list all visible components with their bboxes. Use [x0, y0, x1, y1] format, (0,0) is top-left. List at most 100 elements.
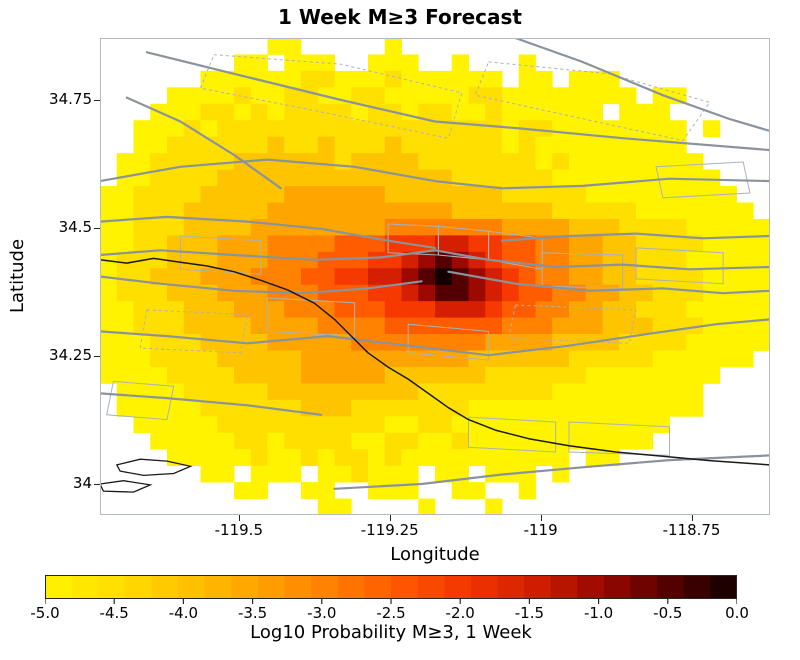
heat-cell	[200, 202, 218, 220]
y-tick-label: 34.5	[58, 217, 92, 236]
heat-cell	[535, 186, 553, 203]
heat-cell	[234, 350, 252, 368]
heat-cell	[267, 317, 285, 335]
heat-cell	[167, 169, 185, 187]
heat-cell	[518, 399, 536, 417]
heat-cell	[518, 334, 536, 351]
heat-cell	[652, 268, 670, 286]
heat-cell	[719, 317, 737, 335]
heat-cell	[569, 169, 587, 187]
fault-section-outline	[655, 161, 751, 199]
heat-cell	[250, 136, 268, 154]
heat-cell	[485, 169, 503, 187]
heat-cell	[368, 218, 386, 236]
heat-cell	[451, 153, 469, 170]
heat-cell	[569, 383, 587, 401]
heat-cell	[284, 416, 302, 434]
heat-cell	[301, 136, 319, 154]
heat-cell	[485, 136, 503, 154]
heat-cell	[585, 153, 603, 170]
heat-cell	[485, 120, 503, 138]
heat-cell	[351, 399, 369, 417]
heat-cell	[384, 334, 402, 351]
heat-cell	[334, 498, 352, 515]
heat-cell	[250, 235, 268, 253]
heat-cell	[719, 350, 737, 368]
heat-cell	[250, 103, 268, 121]
heat-cell	[384, 202, 402, 220]
heat-cell	[167, 399, 185, 417]
heat-cell	[485, 235, 503, 253]
heat-cell	[401, 317, 419, 335]
y-tick-label: 34.75	[49, 89, 92, 108]
y-tick-mark	[94, 484, 100, 486]
heat-cell	[652, 186, 670, 203]
heat-cell	[569, 70, 587, 88]
colorbar-segment	[337, 575, 365, 599]
heat-cell	[167, 120, 185, 138]
heat-cell	[368, 366, 386, 384]
heat-cell	[250, 120, 268, 138]
heat-cell	[351, 202, 369, 220]
heat-cell	[451, 169, 469, 187]
heat-cell	[619, 399, 637, 417]
heat-cell	[234, 235, 252, 253]
heat-cell	[636, 235, 654, 253]
heat-cell	[368, 153, 386, 170]
heat-cell	[619, 186, 637, 203]
heat-cell	[167, 103, 185, 121]
heat-cell	[435, 153, 453, 170]
heat-cell	[636, 366, 654, 384]
x-tick-label: -119	[523, 521, 558, 539]
x-tick-mark	[540, 515, 542, 521]
heat-cell	[351, 334, 369, 351]
heat-cell	[652, 399, 670, 417]
heat-cell	[602, 383, 620, 401]
heat-cell	[552, 432, 570, 450]
heat-cell	[116, 251, 134, 269]
heat-cell	[451, 87, 469, 105]
heat-cell	[334, 268, 352, 286]
heat-cell	[284, 54, 302, 72]
heat-cell	[150, 334, 168, 351]
heat-cell	[719, 235, 737, 253]
heat-cell	[468, 169, 486, 187]
heat-cell	[451, 449, 469, 467]
heat-cell	[284, 70, 302, 88]
heat-cell	[485, 103, 503, 121]
heat-cell	[200, 432, 218, 450]
heat-cell	[418, 186, 436, 203]
heat-cell	[719, 334, 737, 351]
heat-cell	[552, 169, 570, 187]
heat-cell	[267, 449, 285, 467]
heat-cell	[284, 218, 302, 236]
heat-cell	[652, 202, 670, 220]
heat-cell	[451, 136, 469, 154]
fault-section-outline	[635, 247, 724, 285]
heat-cell	[284, 103, 302, 121]
heat-cell	[535, 87, 553, 105]
heat-cell	[619, 317, 637, 335]
heat-cell	[267, 334, 285, 351]
heat-cell	[753, 268, 770, 286]
heat-cell	[736, 334, 754, 351]
heat-cell	[317, 383, 335, 401]
heat-cell	[502, 301, 520, 319]
heat-cell	[284, 38, 302, 55]
heat-cell	[234, 284, 252, 302]
heat-cell	[384, 87, 402, 105]
heat-cell	[384, 153, 402, 170]
heat-cell	[535, 366, 553, 384]
heat-cell	[636, 169, 654, 187]
heat-cell	[652, 416, 670, 434]
heat-cell	[636, 416, 654, 434]
heat-cell	[502, 317, 520, 335]
heat-cell	[234, 432, 252, 450]
heat-cell	[401, 482, 419, 499]
heat-cell	[250, 169, 268, 187]
heat-cell	[267, 38, 285, 55]
heat-cell	[502, 169, 520, 187]
colorbar-tick-label: -3.5	[237, 604, 268, 622]
heat-cell	[217, 366, 235, 384]
heat-cell	[100, 235, 118, 253]
